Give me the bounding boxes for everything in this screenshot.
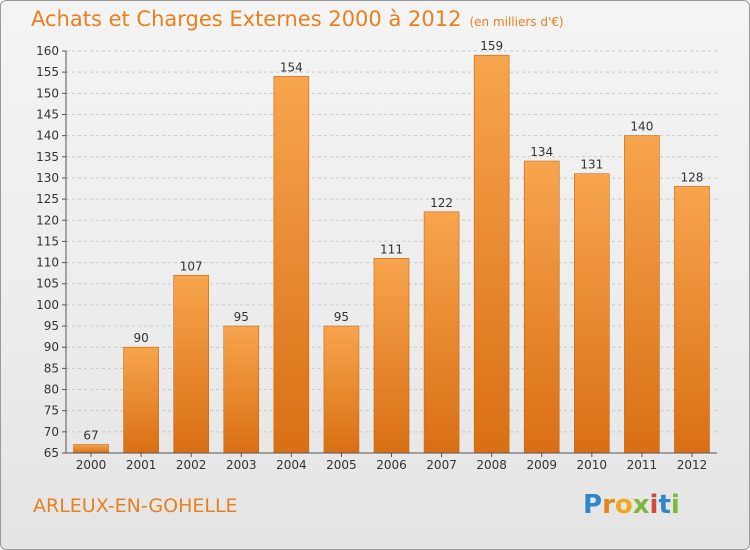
bar [273, 76, 310, 454]
logo-letter: x [632, 490, 650, 520]
y-tick-label: 110 [36, 256, 59, 270]
logo-letter: o [614, 490, 633, 520]
bar [674, 186, 710, 454]
city-name: ARLEUX-EN-GOHELLE [33, 495, 238, 517]
y-tick-label: 130 [36, 171, 59, 185]
data-label: 154 [280, 60, 303, 74]
x-tick-label: 2009 [526, 458, 557, 472]
chart-subtitle: (en milliers d'€) [469, 15, 564, 29]
y-tick-label: 100 [36, 298, 59, 312]
data-label: 140 [630, 120, 653, 134]
y-tick-label: 140 [36, 129, 59, 143]
logo-letter: i [649, 490, 659, 520]
x-tick-label: 2003 [226, 458, 257, 472]
x-tick-label: 2008 [476, 458, 507, 472]
data-label: 159 [480, 39, 503, 53]
x-tick-label: 2000 [76, 458, 107, 472]
data-label: 134 [530, 145, 553, 159]
x-tick-label: 2005 [326, 458, 357, 472]
x-tick-label: 2011 [627, 458, 658, 472]
y-tick-label: 160 [36, 44, 59, 58]
bar [323, 325, 360, 454]
bar [473, 54, 510, 454]
x-tick-label: 2004 [276, 458, 307, 472]
label-layer: 67 90 107 95 154 95 111 122 159 134 131 140 128 [83, 39, 703, 442]
chart-title-text: Achats et Charges Externes 2000 à 2012 [31, 7, 462, 31]
chart-title: Achats et Charges Externes 2000 à 2012 (e… [31, 7, 564, 31]
y-tick-label: 95 [44, 319, 59, 333]
data-label: 128 [681, 170, 704, 184]
data-label: 131 [580, 158, 603, 172]
x-tick-label: 2001 [126, 458, 157, 472]
proxiti-logo[interactable]: Proxiti [583, 490, 680, 520]
y-tick-label: 90 [44, 340, 59, 354]
bar [423, 211, 460, 454]
y-tick-label: 145 [36, 107, 59, 121]
data-label: 95 [234, 310, 249, 324]
x-tick-label: 2002 [176, 458, 207, 472]
y-tick-label: 75 [44, 404, 59, 418]
bar [173, 274, 209, 454]
data-label: 111 [380, 242, 403, 256]
y-tick-label: 155 [36, 65, 59, 79]
x-tick-label: 2012 [677, 458, 708, 472]
axis-layer: 65 70 75 80 85 90 95 100 105 110 115 120 125 130 135 14… [36, 44, 717, 472]
y-tick-label: 85 [44, 361, 59, 375]
bar [373, 258, 410, 454]
y-tick-label: 105 [36, 277, 59, 291]
y-tick-label: 70 [44, 425, 59, 439]
x-tick-label: 2010 [577, 458, 608, 472]
y-tick-label: 120 [36, 213, 59, 227]
y-tick-label: 65 [44, 446, 59, 460]
data-label: 95 [334, 310, 349, 324]
logo-letter: t [658, 490, 671, 520]
logo-letter: r [602, 490, 615, 520]
bar [123, 346, 159, 454]
data-label: 90 [133, 331, 148, 345]
x-tick-label: 2007 [426, 458, 457, 472]
y-tick-label: 150 [36, 86, 59, 100]
logo-letter: i [670, 490, 680, 520]
y-tick-label: 135 [36, 150, 59, 164]
bar [223, 325, 260, 454]
bar [73, 444, 109, 454]
bar [523, 160, 560, 454]
x-tick-label: 2006 [376, 458, 407, 472]
y-tick-label: 115 [36, 234, 59, 248]
bar [574, 173, 610, 454]
y-tick-label: 80 [44, 383, 59, 397]
bar [624, 135, 660, 454]
bar-layer [73, 54, 710, 454]
data-label: 67 [83, 429, 98, 443]
data-label: 122 [430, 196, 453, 210]
y-tick-label: 125 [36, 192, 59, 206]
data-label: 107 [180, 259, 203, 273]
logo-letter: P [583, 490, 603, 520]
